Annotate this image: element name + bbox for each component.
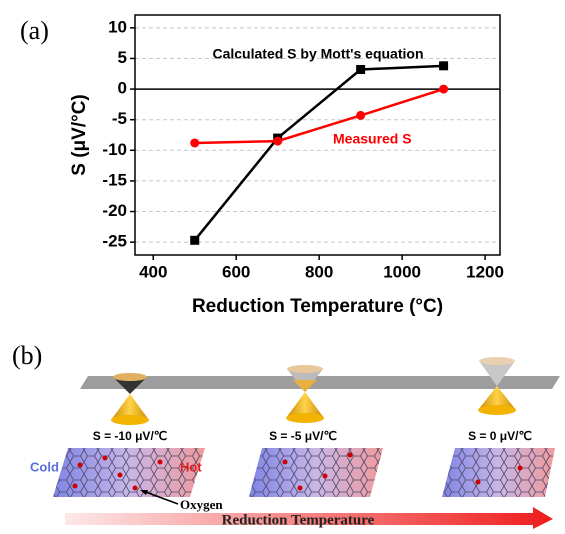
y-tick-label: 0	[118, 79, 127, 98]
x-tick-label: 1000	[383, 262, 421, 281]
y-axis-label: S (μV/°C)	[69, 94, 90, 176]
graphene-sheet	[442, 448, 555, 497]
series-label: Measured S	[333, 131, 412, 147]
diagram: S = -10 μV/℃ S = -5 μV/℃ S = 0 μV/℃ Cold…	[30, 357, 560, 529]
series-label: Calculated S by Mott's equation	[212, 46, 423, 62]
marker	[190, 236, 199, 245]
panel-label: (b)	[12, 341, 42, 370]
y-tick-label: -20	[102, 201, 127, 220]
marker	[356, 111, 365, 120]
x-tick-label: 800	[305, 262, 333, 281]
x-axis-label: Reduction Temperature (°C)	[192, 296, 443, 317]
arrow-label: Reduction Temperature	[222, 512, 375, 528]
marker	[273, 137, 282, 146]
y-tick-label: -10	[102, 140, 127, 159]
marker	[439, 61, 448, 70]
x-tick-label: 600	[222, 262, 250, 281]
y-tick-label: -15	[102, 170, 127, 189]
y-tick-label: -5	[112, 109, 127, 128]
graphene-sheet	[249, 448, 383, 497]
dirac-cone	[286, 365, 324, 423]
oxygen-label: Oxygen	[180, 497, 223, 512]
state-label: S = -10 μV/℃	[93, 429, 168, 443]
panel-label: (a)	[20, 16, 49, 45]
cold-label: Cold	[30, 459, 59, 474]
series-line	[195, 66, 444, 240]
marker	[439, 85, 448, 94]
x-tick-label: 400	[139, 262, 167, 281]
figure: (a) (b) 1050-5-10-15-20-2540060080010001…	[0, 0, 565, 529]
marker	[190, 138, 199, 147]
chart: 10 5 0 -5 -10 -15 -20 -25 400 600 800 1000 1200 Reduc…	[69, 15, 504, 317]
y-tick-label: -25	[102, 232, 127, 251]
marker	[356, 65, 365, 74]
x-tick-label: 1200	[466, 262, 504, 281]
y-tick-label: 10	[108, 17, 127, 36]
hot-label: Hot	[180, 459, 202, 474]
state-label: S = -5 μV/℃	[269, 429, 337, 443]
state-label: S = 0 μV/℃	[468, 429, 532, 443]
y-tick-label: 5	[118, 48, 127, 67]
energy-plane	[80, 376, 560, 389]
